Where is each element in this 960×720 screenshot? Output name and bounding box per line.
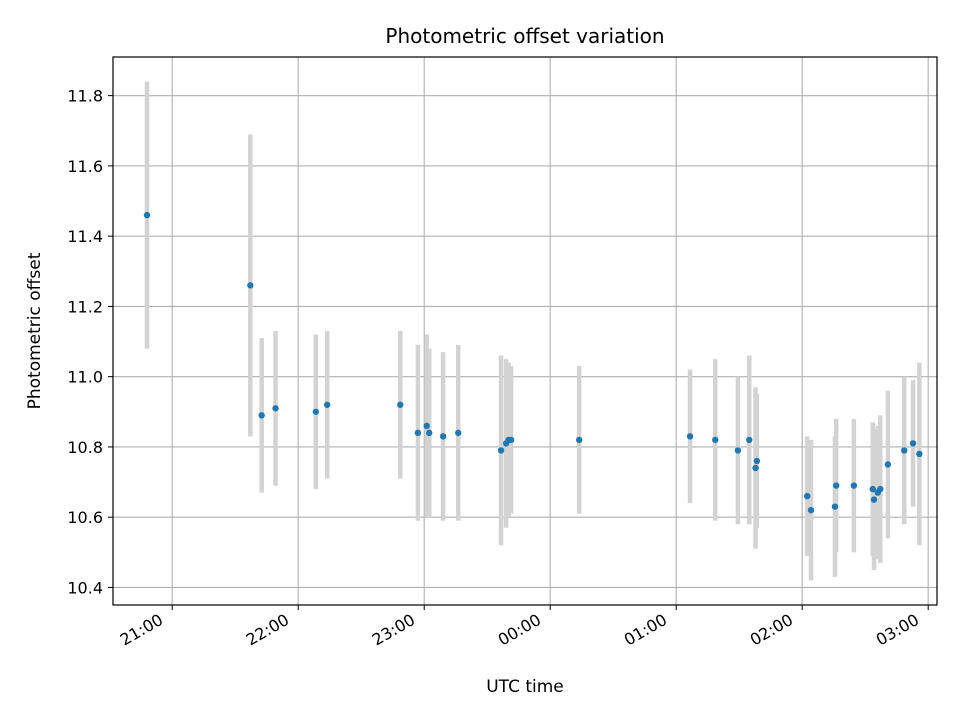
data-point — [426, 429, 433, 437]
plot-frame — [112, 56, 938, 606]
data-point — [746, 436, 753, 444]
y-tick-label: 11.8 — [67, 87, 103, 106]
data-point — [272, 405, 279, 412]
data-point — [869, 485, 876, 493]
data-point — [414, 429, 422, 437]
chart-title: Photometric offset variation — [385, 24, 664, 48]
x-axis-label: UTC time — [486, 677, 564, 697]
data-point — [753, 457, 761, 465]
data-point — [455, 429, 462, 437]
data-point — [397, 401, 404, 408]
data-point — [909, 440, 917, 447]
y-tick-label: 10.8 — [67, 438, 103, 457]
data-point — [686, 433, 694, 440]
data-point — [439, 433, 447, 440]
data-point — [831, 503, 839, 510]
data-point — [423, 422, 430, 430]
data-point — [833, 482, 840, 489]
y-tick-label: 11.4 — [67, 227, 103, 246]
y-tick-label: 10.6 — [67, 508, 103, 527]
data-point — [807, 506, 815, 514]
data-point — [804, 492, 811, 500]
data-points — [143, 211, 923, 514]
data-point — [507, 436, 515, 444]
data-point — [258, 412, 265, 419]
data-point — [850, 482, 858, 489]
y-tick-label: 10.4 — [67, 578, 103, 597]
data-point — [877, 485, 884, 493]
y-axis-ticks: 10.4 10.6 10.8 11.0 11.2 11.4 11.6 11.8 — [67, 87, 113, 597]
data-point — [143, 211, 151, 219]
y-tick-label: 11.0 — [67, 368, 103, 387]
y-axis-label: Photometric offset — [25, 252, 45, 409]
data-point — [901, 447, 908, 454]
y-tick-label: 11.6 — [67, 157, 103, 176]
y-tick-label: 11.2 — [67, 297, 103, 316]
data-point — [734, 447, 742, 454]
data-point — [884, 461, 892, 468]
data-point — [752, 464, 759, 472]
data-point — [497, 447, 505, 454]
data-point — [916, 450, 923, 458]
data-point — [323, 401, 331, 408]
data-point — [870, 496, 878, 503]
data-point — [575, 436, 583, 444]
data-point — [312, 408, 320, 415]
data-point — [712, 436, 719, 444]
data-point — [247, 282, 254, 289]
